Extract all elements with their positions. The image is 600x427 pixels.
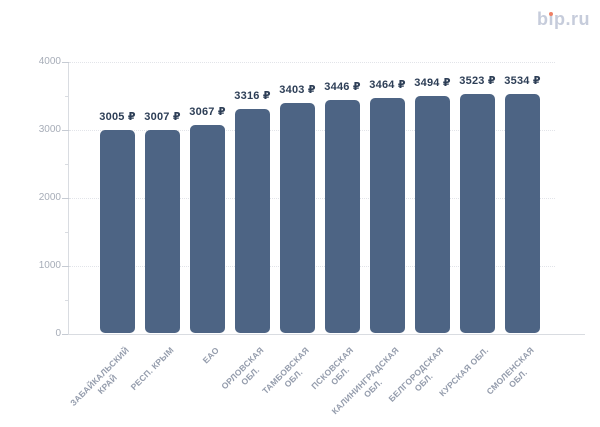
bar [280,102,315,333]
y-axis-tick-label: 3000 [38,124,61,135]
bar-value-label: 3007 ₽ [144,110,181,123]
y-axis-major-tick [62,198,69,199]
y-axis-tick-label: 4000 [38,56,61,67]
bar-value-label: 3494 ₽ [414,77,451,90]
x-axis-line [68,334,585,335]
bar [145,129,180,333]
bar [505,93,540,333]
logo-text-b: b [536,9,549,29]
bar [100,129,135,333]
logo-i-dot [549,12,554,16]
y-axis-tick-label: 0 [55,328,61,339]
bar-value-label: 3316 ₽ [234,89,271,102]
logo-text-i: ı [548,9,554,29]
y-axis-major-tick [62,130,69,131]
bar [370,98,405,333]
bar-value-label: 3067 ₽ [189,106,226,119]
y-axis-tick-label: 2000 [38,192,61,203]
y-axis-major-tick [62,266,69,267]
y-axis-minor-tick [65,300,69,301]
logo-text-rest: p.ru [554,9,590,29]
site-logo[interactable]: b ı p.ru [537,9,590,30]
bar [325,99,360,333]
bar-value-label: 3005 ₽ [99,110,136,123]
bar-value-label: 3534 ₽ [504,74,541,87]
bar [415,96,450,333]
y-axis-tick-label: 1000 [38,260,61,271]
y-axis-minor-tick [65,96,69,97]
bar [235,108,270,333]
gridline [69,62,555,63]
bar-value-label: 3446 ₽ [324,80,361,93]
bar-value-label: 3464 ₽ [369,79,406,92]
y-axis-minor-tick [65,164,69,165]
bar-value-label: 3523 ₽ [459,75,496,88]
bar-value-label: 3403 ₽ [279,83,316,96]
bar [460,94,495,333]
y-axis-minor-tick [65,232,69,233]
bar [190,125,225,333]
y-axis-major-tick [62,334,69,335]
plot-area: 0 1000 2000 3000 4000 3005 ₽ 3007 ₽ 3067 ₽ 3316 … [39,56,555,339]
y-axis-major-tick [62,62,69,63]
